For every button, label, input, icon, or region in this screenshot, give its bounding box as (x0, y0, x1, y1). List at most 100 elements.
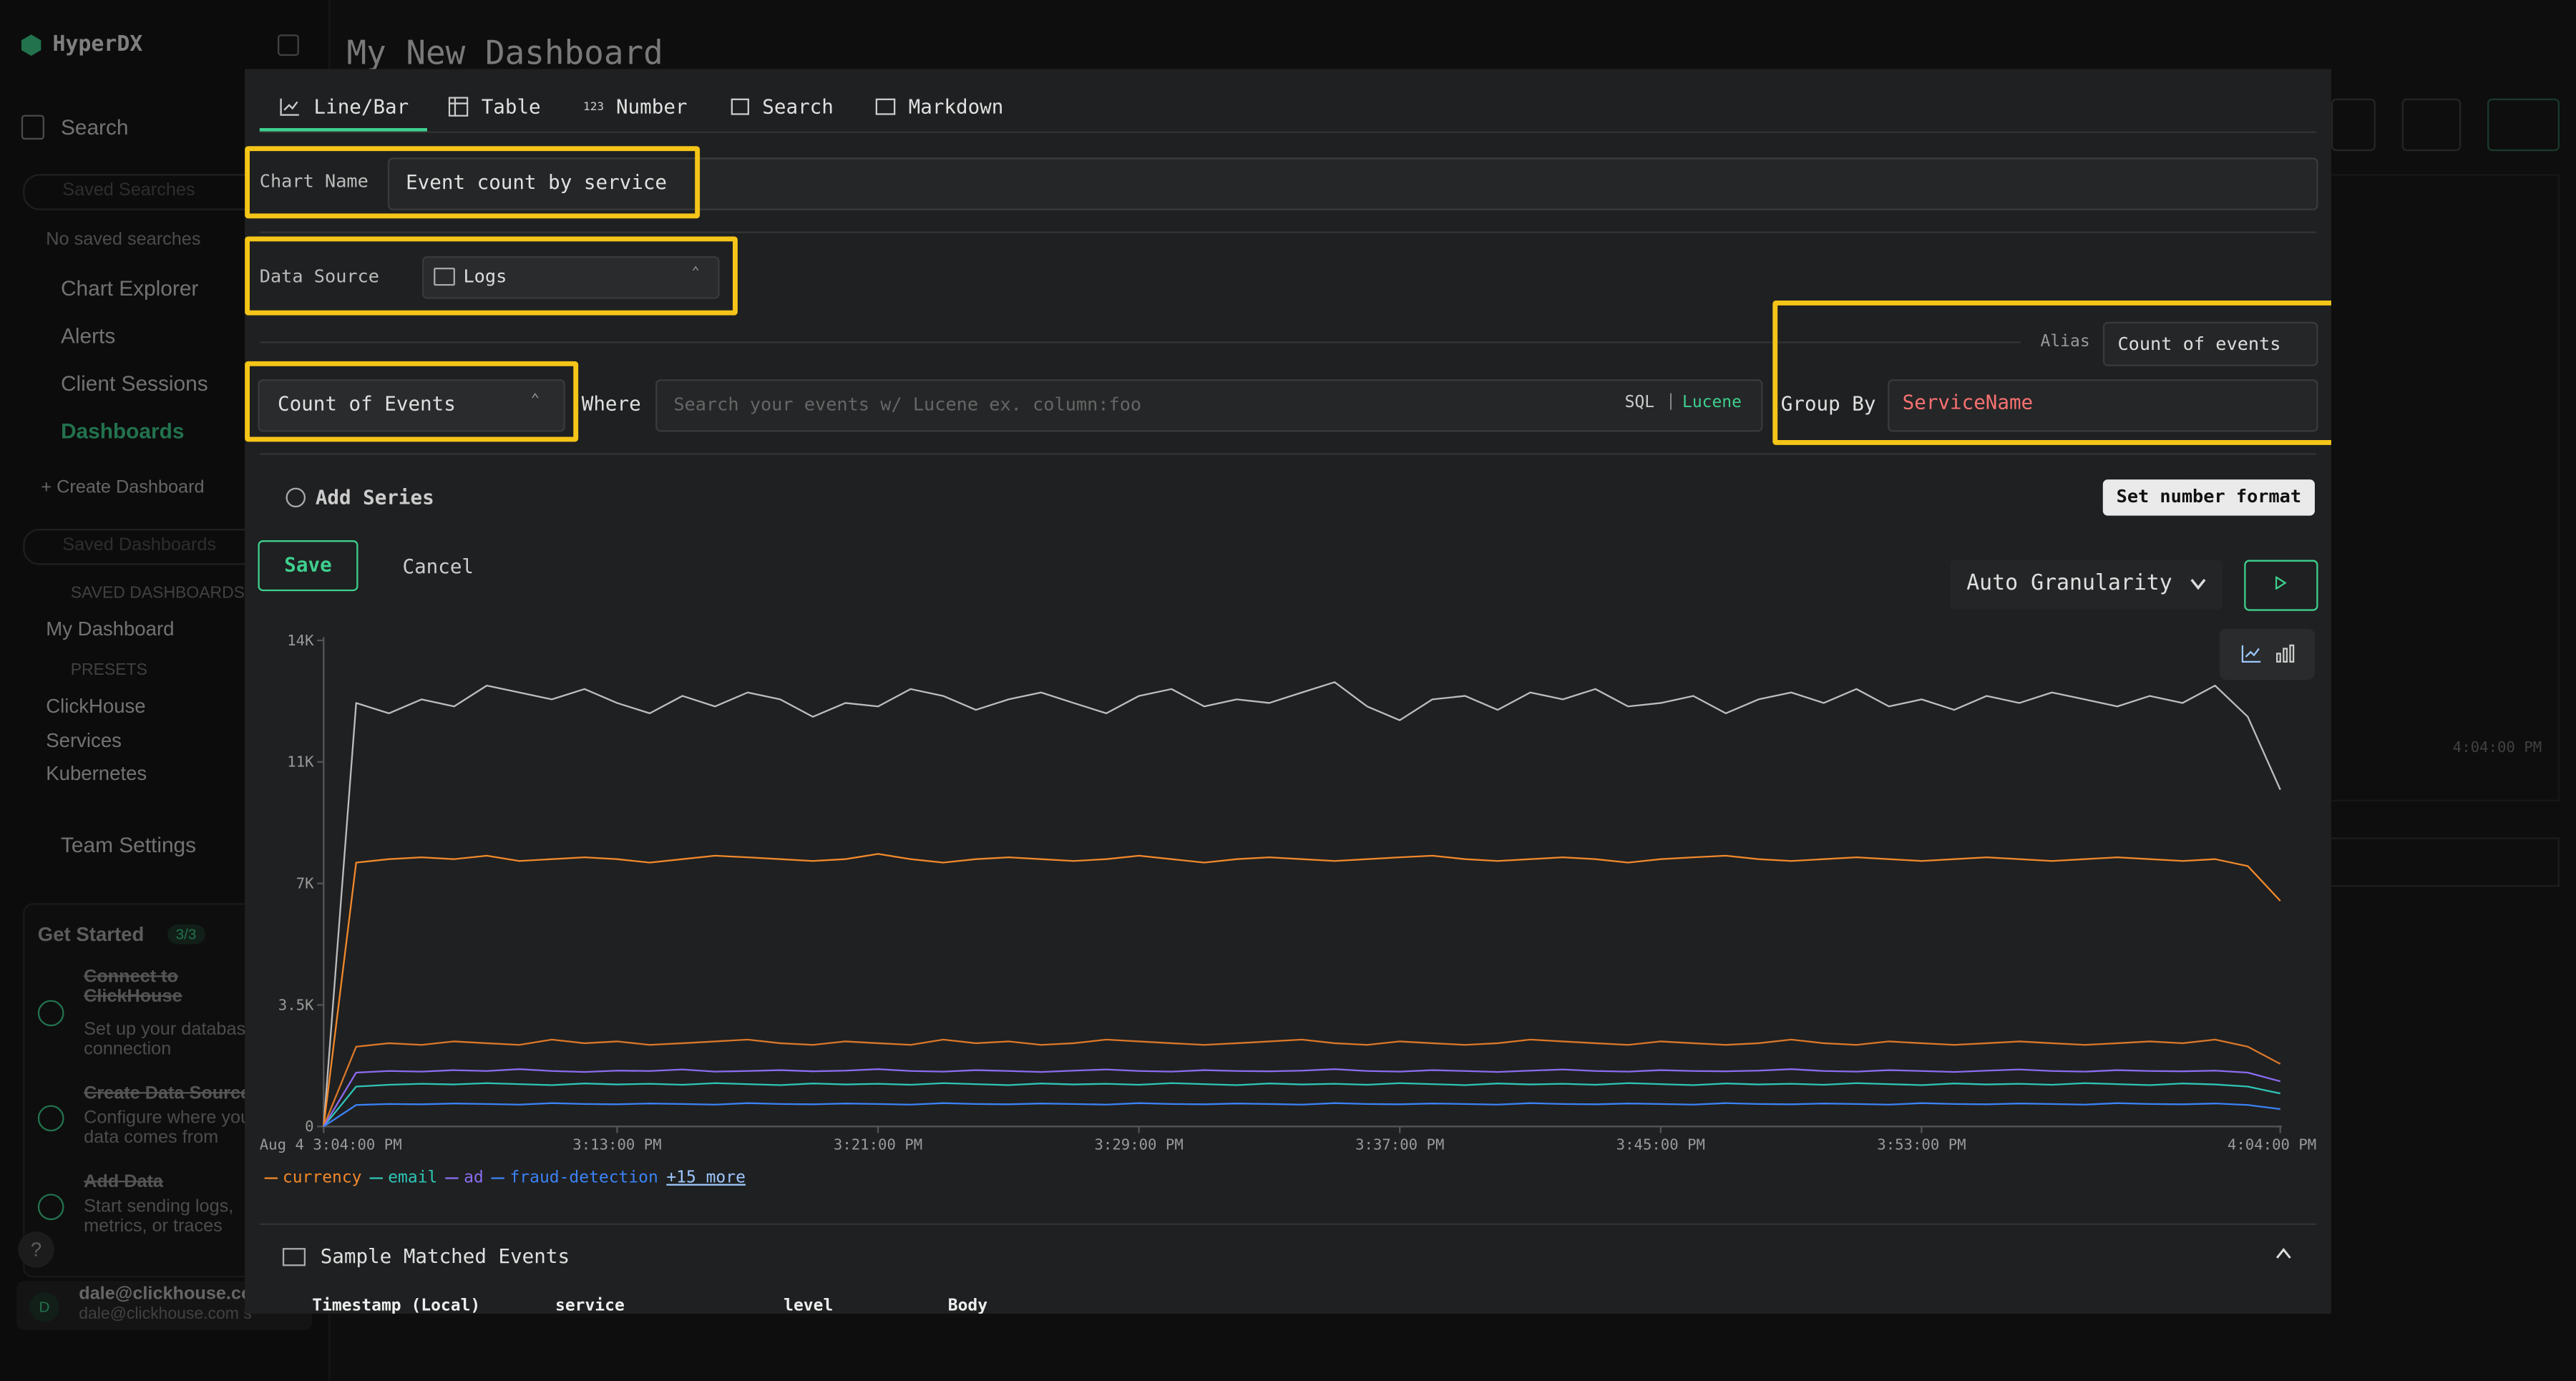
legend-label[interactable]: ad (464, 1168, 484, 1188)
legend: currency email ad fraud-detection +15 more (264, 1168, 746, 1188)
empty-note: No saved searches (46, 230, 201, 250)
bg-button (2487, 98, 2560, 152)
divider (259, 453, 2317, 455)
save-button[interactable]: Save (258, 540, 358, 592)
step-title: Connect to ClickHouse (84, 967, 182, 1007)
nav-item[interactable]: Alerts (60, 323, 116, 348)
legend-swatch (445, 1176, 459, 1179)
series-line (323, 1082, 2280, 1128)
aggregation-select[interactable] (258, 379, 565, 432)
nav-item[interactable]: Client Sessions (60, 371, 208, 396)
x-tick-label: 3:21:00 PM (834, 1136, 922, 1153)
section-title: Sample Matched Events (320, 1244, 570, 1268)
language-option[interactable]: SQL (1624, 394, 1655, 413)
chart-editor-modal: Line/Bar Table 123 Number Search Markdow… (245, 69, 2331, 1314)
input-placeholder: Saved Dashboards (62, 535, 217, 555)
progress-badge: 3/3 (167, 924, 205, 945)
group-by-input[interactable] (1888, 379, 2318, 432)
tab[interactable]: Number (615, 95, 688, 119)
field-label: Group By (1780, 392, 1876, 416)
divider (259, 341, 2021, 343)
section-heading: SAVED DASHBOARDS (70, 584, 245, 603)
y-tick-label: 0 (305, 1118, 313, 1135)
legend-label[interactable]: currency (282, 1168, 362, 1188)
tab-underline (259, 128, 427, 132)
legend-label[interactable]: email (388, 1168, 438, 1188)
avatar: D (29, 1292, 59, 1322)
select-value: Auto Granularity (1966, 571, 2172, 597)
create-dashboard[interactable]: + Create Dashboard (41, 477, 205, 498)
highlight-box (245, 236, 738, 316)
nav-item[interactable]: Chart Explorer (60, 275, 199, 301)
language-option[interactable]: Lucene (1682, 394, 1742, 413)
data-source-select[interactable] (422, 256, 720, 299)
granularity-select[interactable] (1950, 560, 2223, 610)
tab-icon (280, 98, 299, 116)
check-icon (37, 1000, 64, 1027)
alias-input[interactable] (2102, 321, 2318, 366)
cancel-button[interactable]: Cancel (402, 555, 474, 578)
section-icon (282, 1248, 306, 1267)
field-label: Where (581, 392, 641, 416)
sidebar-toggle[interactable] (278, 34, 299, 57)
y-tick-label: 14K (287, 632, 314, 649)
help-button[interactable]: ? (18, 1231, 54, 1268)
bg-tile (2331, 174, 2560, 801)
run-button[interactable] (2244, 560, 2318, 611)
nav-item[interactable]: Team Settings (60, 832, 197, 857)
highlight-box (1772, 300, 2331, 445)
series-line (323, 1068, 2281, 1127)
column-header: level (784, 1297, 834, 1314)
preset-link[interactable]: Services (46, 728, 122, 753)
column-header: Timestamp (Local) (312, 1297, 481, 1314)
input-value: ServiceName (1902, 391, 2034, 414)
preset-link[interactable]: ClickHouse (46, 694, 146, 718)
x-tick-label: 3:29:00 PM (1094, 1136, 1183, 1153)
chart-type-toggle[interactable] (2219, 628, 2315, 680)
series-line (323, 853, 2281, 1127)
input-value: Count of events (2117, 333, 2281, 355)
step-desc: Configure where your data comes from (84, 1108, 257, 1148)
step-desc: Set up your database connection (84, 1020, 256, 1060)
user-email: dale@clickhouse.com (79, 1284, 268, 1304)
dashboard-link[interactable]: My Dashboard (46, 617, 175, 641)
nav-search[interactable]: Search (60, 114, 129, 140)
legend-swatch (264, 1176, 278, 1179)
collapse-icon[interactable] (2275, 1248, 2292, 1259)
tab-icon (448, 97, 469, 117)
x-tick-label: 4:04:00 PM (2228, 1136, 2316, 1153)
check-icon (37, 1194, 64, 1221)
tab[interactable]: Table (481, 95, 541, 119)
legend-more[interactable]: +15 more (666, 1168, 746, 1188)
add-icon (286, 487, 306, 508)
step-title: Create Data Source (84, 1083, 251, 1104)
check-icon (37, 1105, 64, 1132)
input-value: Event count by service (406, 170, 668, 194)
field-label: Alias (2040, 333, 2090, 352)
x-tick-label: Aug 4 3:04:00 PM (260, 1136, 402, 1153)
column-header: Body (947, 1297, 988, 1314)
panel-title: Get Started (37, 922, 145, 946)
select-caret: ⌃ (691, 264, 700, 280)
bg-button (2331, 98, 2376, 152)
nav-item-active[interactable]: Dashboards (60, 419, 185, 444)
where-input[interactable] (655, 379, 1763, 432)
preset-link[interactable]: Kubernetes (46, 761, 147, 785)
highlight-box (245, 361, 579, 442)
legend-label[interactable]: fraud-detection (509, 1168, 658, 1188)
brand: HyperDX (52, 32, 143, 58)
add-series-button[interactable]: Add Series (315, 486, 434, 509)
y-tick-label: 7K (296, 875, 314, 892)
number-format-button[interactable]: Set number format (2102, 479, 2315, 516)
section-heading: PRESETS (70, 661, 147, 680)
tab[interactable]: Markdown (908, 95, 1004, 119)
divider (259, 131, 2317, 133)
chart-type-icons (2241, 644, 2295, 663)
chart-name-input[interactable] (387, 157, 2318, 210)
tab[interactable]: Search (762, 95, 834, 119)
tab-active[interactable]: Line/Bar (313, 95, 409, 119)
input-placeholder: Saved Searches (62, 180, 195, 200)
tab-icon (731, 98, 749, 115)
